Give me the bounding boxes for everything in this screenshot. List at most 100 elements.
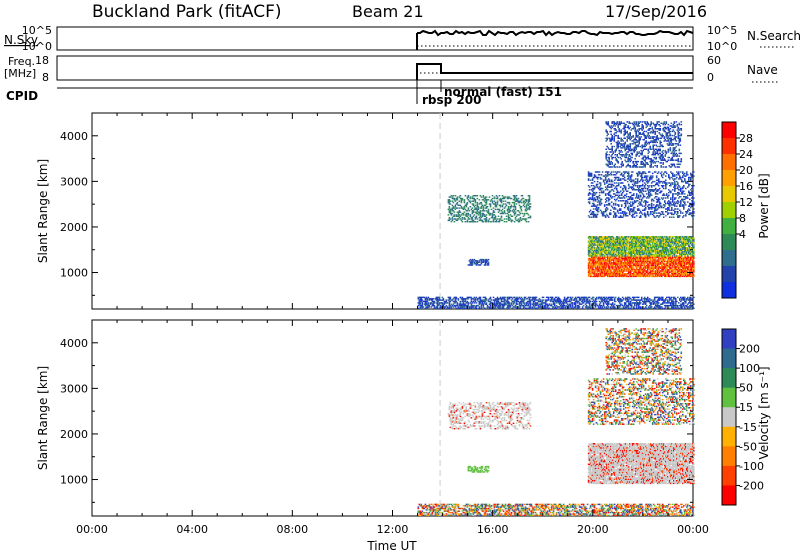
cell [667,237,669,239]
cell [420,300,423,303]
cell [535,303,538,305]
cell [645,300,648,303]
cell [658,256,661,258]
cell [609,237,612,239]
cell [591,197,594,199]
cell [589,264,592,267]
cell [473,214,476,216]
cell [456,201,459,204]
cell [590,244,593,246]
cell [626,241,629,243]
region-0 [417,296,695,309]
cell [595,205,598,207]
cell [593,236,596,238]
cell [513,214,516,216]
cell [621,251,624,253]
cell [586,306,589,308]
cell [475,215,478,217]
cell [646,296,649,299]
cell [683,303,685,305]
cell [493,218,496,220]
cell [592,240,595,242]
cell [605,264,608,267]
cell [597,206,600,209]
cell [568,304,571,307]
cell [476,210,479,212]
cell [418,303,421,305]
cell [580,298,583,300]
cell [587,179,590,181]
cell [624,255,627,257]
cell [587,271,590,273]
cell [484,303,487,305]
cell [599,183,602,186]
cell [608,296,611,299]
cell [515,296,518,299]
cell [602,275,605,278]
cell [652,238,655,241]
cell [592,307,595,309]
cell [508,216,511,219]
cell [600,270,603,272]
cell [673,306,675,308]
cell [471,219,474,222]
cell [489,212,492,215]
cell [510,296,513,299]
cell [506,302,509,304]
cell [451,212,454,215]
cell [455,214,458,216]
cell [625,307,628,309]
cell [485,260,488,262]
cell [617,304,620,307]
cell [544,306,547,308]
cell [652,263,655,265]
cell [435,298,438,300]
cell [520,303,523,305]
cell [587,270,590,272]
cell [610,256,613,258]
cell [606,275,609,278]
cell [585,298,588,300]
cell [591,300,594,303]
cell [480,216,483,219]
cell [524,304,527,307]
cell [599,271,602,273]
cell [604,193,607,195]
cell [687,298,689,300]
cell [527,214,530,216]
cell [461,212,464,215]
cell [541,300,544,303]
cell [456,197,459,200]
cell [519,307,522,309]
cell [555,299,558,301]
cell [431,300,434,303]
cell [675,273,677,275]
cell [574,307,577,309]
cell [588,201,591,203]
cell [448,196,451,198]
cell [458,196,461,198]
cell [651,271,654,273]
cell [607,271,610,273]
cell [448,296,451,299]
cell [581,306,584,308]
cell [592,296,595,299]
cell [670,249,672,252]
cell [494,221,497,223]
cell [656,237,659,239]
cell [518,302,521,304]
cell [618,299,621,301]
cell [509,214,512,216]
cell [433,300,436,303]
cell [644,249,647,252]
cell [438,302,441,304]
cell [595,249,598,252]
cell [447,214,450,216]
cell [611,302,614,304]
cell [678,248,680,250]
cell [452,206,455,208]
cell [687,255,689,257]
cell [456,218,459,220]
cell [467,207,470,209]
cell [533,303,536,305]
